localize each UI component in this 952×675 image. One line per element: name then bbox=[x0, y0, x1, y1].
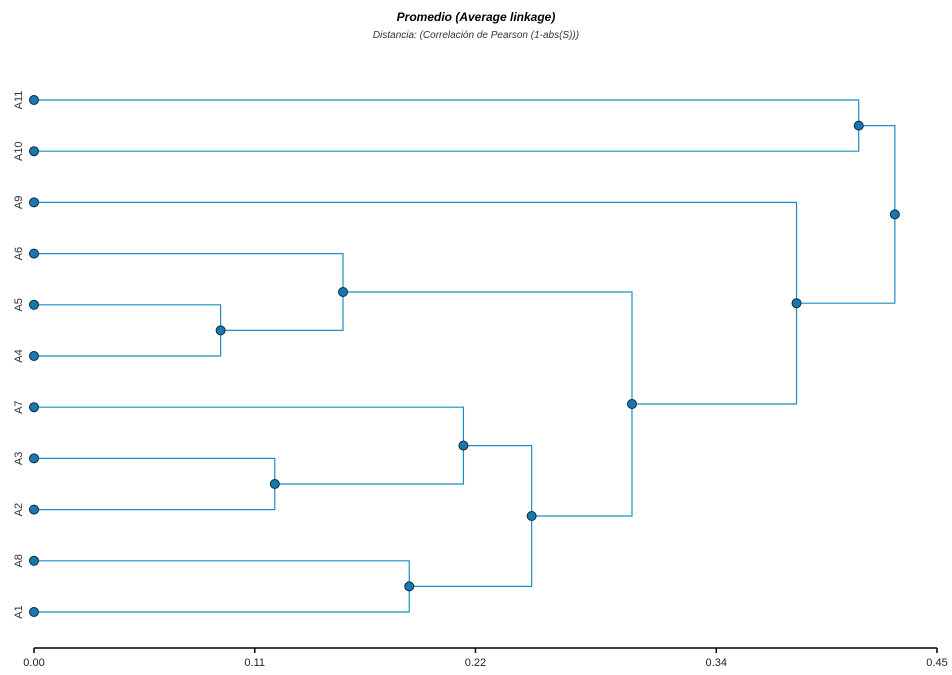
leaf-node-a1 bbox=[29, 607, 39, 617]
leaf-node-a10 bbox=[29, 146, 39, 157]
link-m3-m7 bbox=[343, 291, 633, 404]
link-m8-m10 bbox=[796, 214, 896, 304]
leaf-node-a3 bbox=[29, 453, 39, 464]
x-tick-label: 0.34 bbox=[706, 657, 727, 669]
link-A8-m4 bbox=[34, 560, 410, 587]
x-axis: 0.00 0.11 0.22 0.34 0.45 bbox=[23, 647, 948, 669]
leaf-label-a2: A2 bbox=[13, 503, 25, 516]
leaf-label-a1: A1 bbox=[13, 605, 25, 618]
chart-subtitle: Distancia: (Correlación de Pearson (1-ab… bbox=[372, 30, 580, 41]
link-m1-m3 bbox=[220, 292, 344, 331]
leaf-node-a6 bbox=[29, 248, 39, 259]
merge-node-m6 bbox=[526, 511, 537, 521]
leaf-label-a8: A8 bbox=[13, 554, 25, 567]
dendrogram-links bbox=[34, 99, 896, 613]
link-m2-m5 bbox=[274, 445, 465, 485]
merge-node-m7 bbox=[626, 399, 637, 409]
merge-node-m10 bbox=[889, 209, 900, 220]
merge-node-m8 bbox=[791, 298, 802, 309]
link-A4-m1 bbox=[34, 330, 222, 357]
merge-node-m9 bbox=[853, 120, 864, 131]
leaf-label-a4: A4 bbox=[13, 349, 25, 362]
leaf-node-a7 bbox=[29, 402, 39, 413]
dendrogram-nodes bbox=[29, 95, 900, 617]
leaf-label-a11: A11 bbox=[13, 91, 25, 110]
link-m5-m6 bbox=[463, 445, 533, 516]
x-tick-label: 0.00 bbox=[23, 657, 44, 669]
link-m4-m6 bbox=[409, 516, 533, 587]
link-A2-m2 bbox=[34, 484, 276, 511]
merge-node-m3 bbox=[338, 287, 349, 297]
link-A1-m4 bbox=[34, 586, 410, 613]
x-tick-label: 0.45 bbox=[926, 657, 947, 669]
leaf-node-a2 bbox=[29, 504, 39, 515]
leaf-node-a9 bbox=[29, 197, 39, 208]
leaf-node-a11 bbox=[29, 95, 39, 105]
link-A9-m8 bbox=[34, 201, 798, 304]
link-m7-m8 bbox=[631, 303, 798, 405]
leaf-label-a7: A7 bbox=[13, 400, 25, 413]
link-A3-m2 bbox=[34, 457, 276, 484]
link-m6-m7 bbox=[531, 404, 633, 517]
link-A11-m9 bbox=[34, 99, 860, 126]
leaf-label-a3: A3 bbox=[13, 452, 25, 465]
leaf-label-a9: A9 bbox=[13, 196, 25, 209]
merge-node-m5 bbox=[458, 440, 469, 451]
merge-node-m1 bbox=[215, 325, 226, 336]
link-A5-m1 bbox=[34, 304, 222, 331]
merge-node-m4 bbox=[404, 581, 415, 592]
link-m9-m10 bbox=[858, 125, 896, 215]
merge-node-m2 bbox=[269, 479, 280, 489]
leaf-node-a8 bbox=[29, 555, 39, 566]
x-tick-label: 0.11 bbox=[244, 657, 265, 669]
link-A10-m9 bbox=[34, 125, 860, 152]
x-tick-label: 0.22 bbox=[465, 657, 486, 669]
leaf-node-a4 bbox=[29, 351, 39, 361]
leaf-labels: A11 A10 A9 A6 A5 A4 A7 A3 A2 A8 A1 bbox=[13, 91, 25, 619]
leaf-label-a10: A10 bbox=[13, 141, 25, 161]
leaf-label-a6: A6 bbox=[13, 247, 25, 260]
leaf-node-a5 bbox=[29, 299, 39, 310]
chart-title: Promedio (Average linkage) bbox=[396, 10, 556, 24]
link-A7-m5 bbox=[34, 406, 465, 446]
link-A6-m3 bbox=[34, 253, 344, 292]
leaf-label-a5: A5 bbox=[13, 298, 25, 311]
